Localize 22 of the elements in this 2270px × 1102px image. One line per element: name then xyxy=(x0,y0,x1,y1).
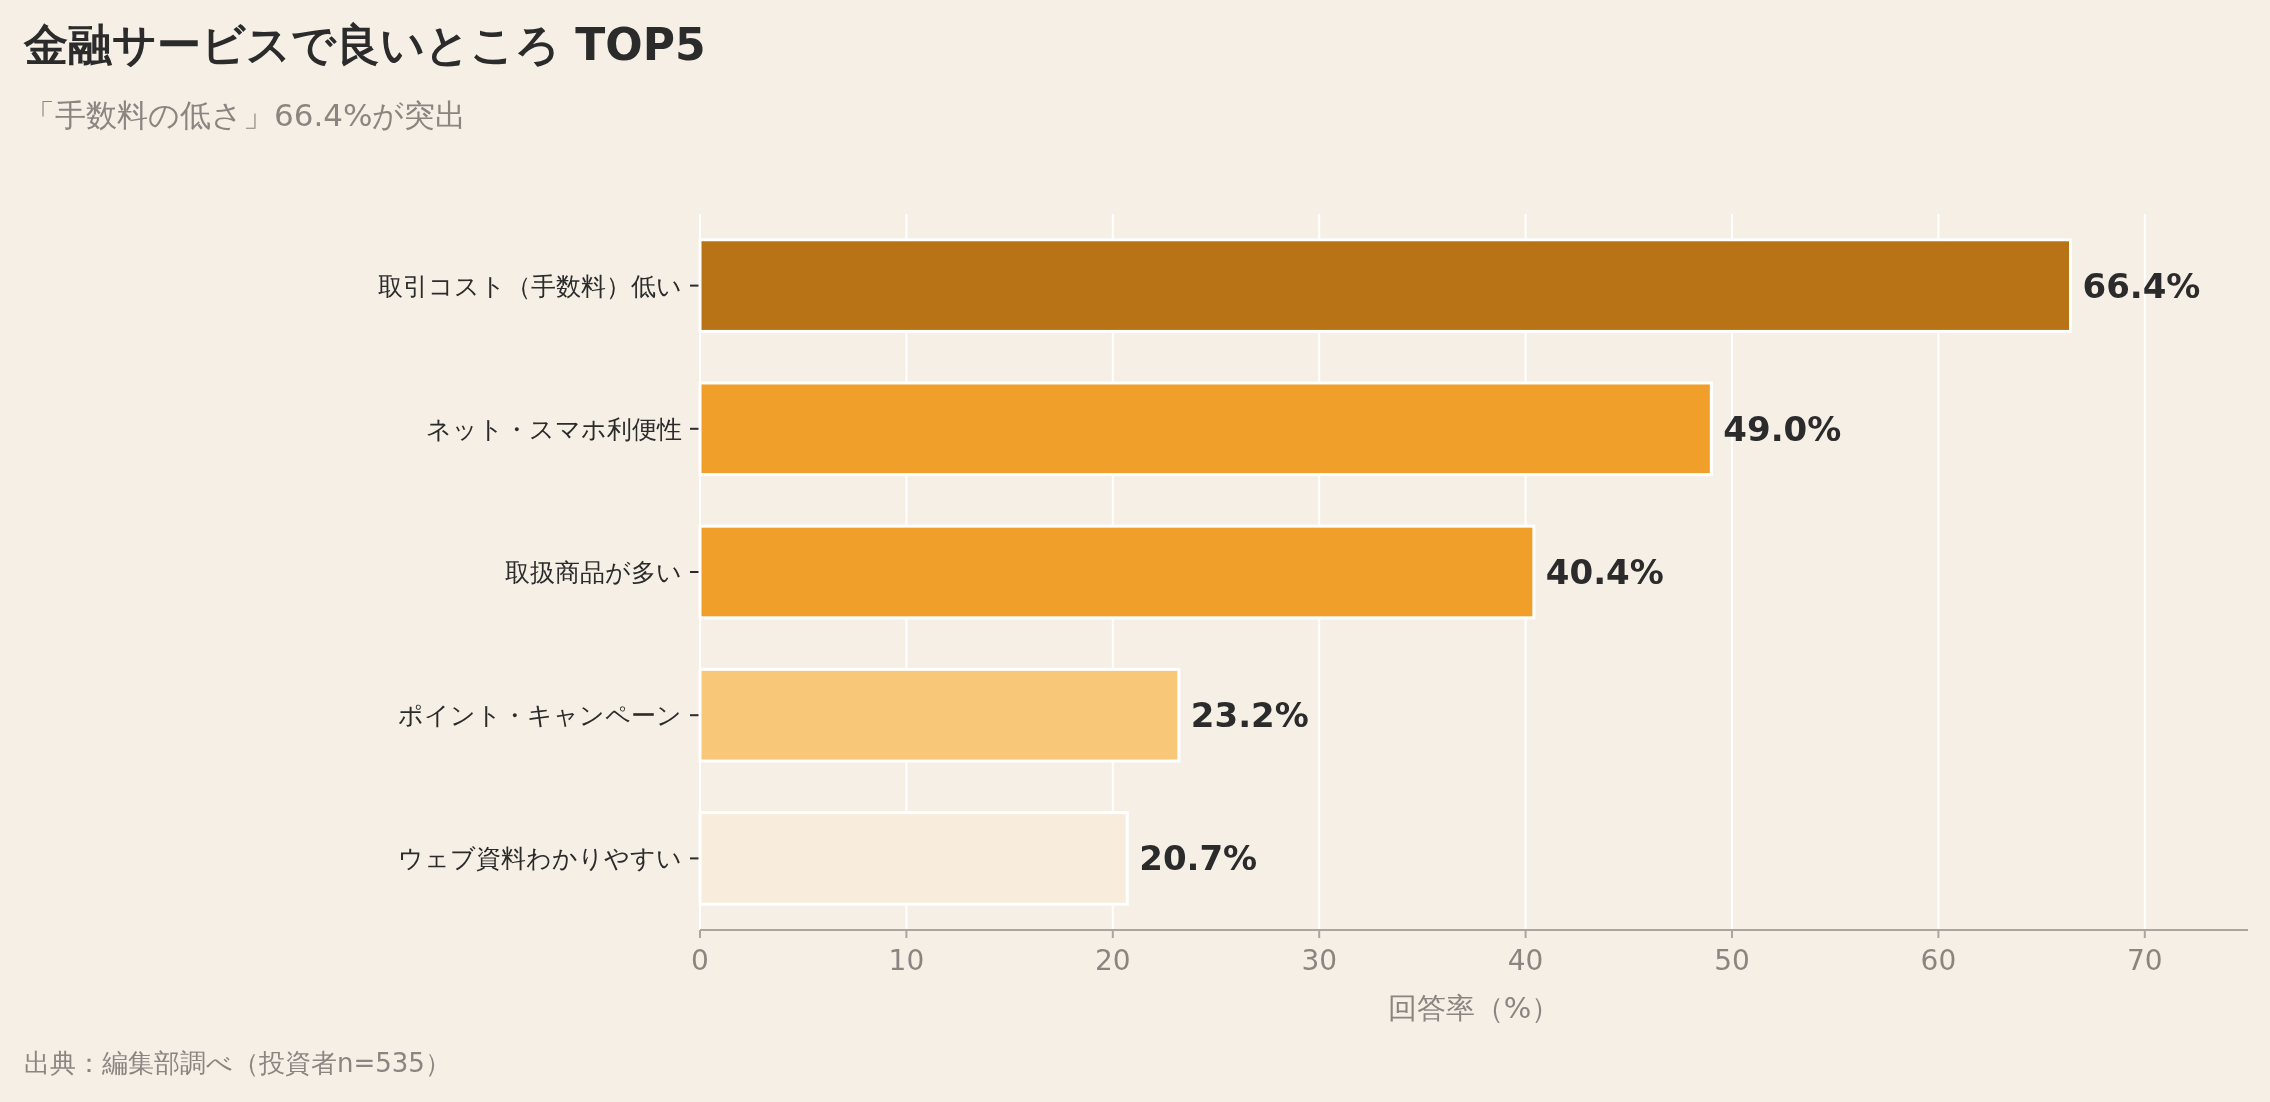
data-label: 20.7% xyxy=(1139,838,1258,879)
x-tick-label: 20 xyxy=(1094,944,1131,977)
chart-title: 金融サービスで良いところ TOP5 xyxy=(23,19,706,70)
text: 「手数料の低さ」66.4%が突出 xyxy=(24,97,467,133)
x-tick-label: 0 xyxy=(691,944,709,977)
source-note: 出典：編集部調べ（投資者n=535） xyxy=(24,1048,451,1078)
x-tick-label: 50 xyxy=(1714,944,1750,977)
x-axis-title: 回答率（%） xyxy=(1387,991,1561,1025)
x-tick-label: 70 xyxy=(2126,944,2163,977)
y-tick-label: ネット・スマホ利便性 xyxy=(426,414,682,444)
y-tick-label: ポイント・キャンペーン xyxy=(398,701,682,731)
x-tick-label: 60 xyxy=(1920,944,1957,977)
x-tick-label: 30 xyxy=(1301,944,1338,977)
data-label: 49.0% xyxy=(1723,408,1842,449)
y-tick-label: 取扱商品が多い xyxy=(505,558,682,587)
data-label: 23.2% xyxy=(1190,695,1309,736)
x-tick-label: 10 xyxy=(888,944,925,977)
data-label: 66.4% xyxy=(2082,265,2201,306)
data-label: 40.4% xyxy=(1545,552,1664,592)
y-tick-label: 取引コスト（手数料）低い xyxy=(378,271,682,301)
x-tick-label: 40 xyxy=(1507,944,1544,977)
y-tick-label: ウェブ資料わかりやすい xyxy=(398,844,682,874)
